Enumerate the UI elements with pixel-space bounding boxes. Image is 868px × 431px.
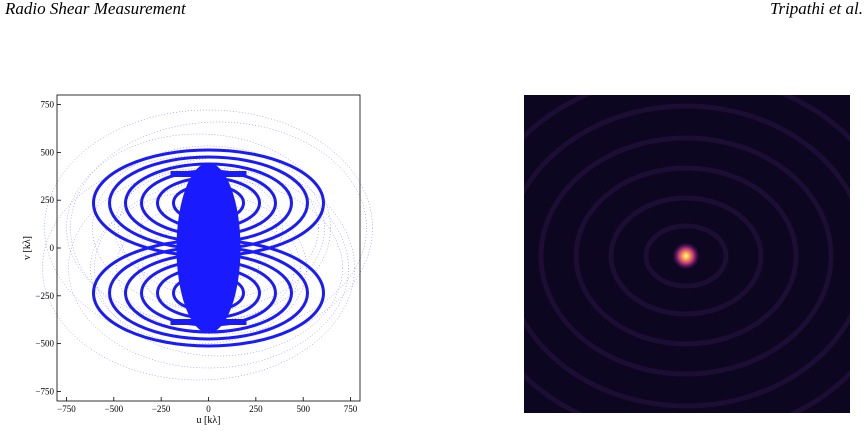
uv-track-faint <box>70 121 367 335</box>
psf-peak <box>672 242 700 270</box>
x-tick-label: 0 <box>206 404 211 414</box>
y-tick-label: 0 <box>50 243 55 253</box>
x-tick-label: −250 <box>152 404 171 414</box>
x-tick-label: 500 <box>296 404 310 414</box>
uv-track-faint <box>118 157 319 299</box>
x-tick-label: −750 <box>57 404 76 414</box>
y-tick-label: −250 <box>35 291 54 301</box>
y-axis-label: v [kλ] <box>22 236 33 260</box>
uv-plot: −750 −500 −250 0 250 500 750 −750 −500 −250 0 250 50… <box>22 94 373 426</box>
y-tick-label: −750 <box>35 386 54 396</box>
uv-track-band <box>170 319 247 325</box>
x-axis-label: u [kλ] <box>196 415 220 426</box>
uv-tracks <box>42 109 373 381</box>
authors: Tripathi et al. <box>770 0 863 18</box>
y-tick-label: −500 <box>35 339 54 349</box>
running-head: Radio Shear Measurement <box>4 0 187 18</box>
uv-track-faint <box>66 133 331 323</box>
y-tick-label: 750 <box>41 100 55 110</box>
uv-track-faint <box>90 191 307 345</box>
uv-track-faint <box>94 179 343 357</box>
uv-track-faint <box>42 155 355 381</box>
y-tick-label: 250 <box>41 195 55 205</box>
y-tick-label: 500 <box>41 147 55 157</box>
x-tick-label: 250 <box>249 404 263 414</box>
uv-track-faint <box>68 167 349 369</box>
sidelobes <box>524 95 850 413</box>
x-tick-label: 750 <box>344 404 358 414</box>
psf-image <box>524 95 850 413</box>
uv-track-band <box>170 171 247 177</box>
x-tick-label: −500 <box>105 404 124 414</box>
uv-core <box>176 163 241 333</box>
